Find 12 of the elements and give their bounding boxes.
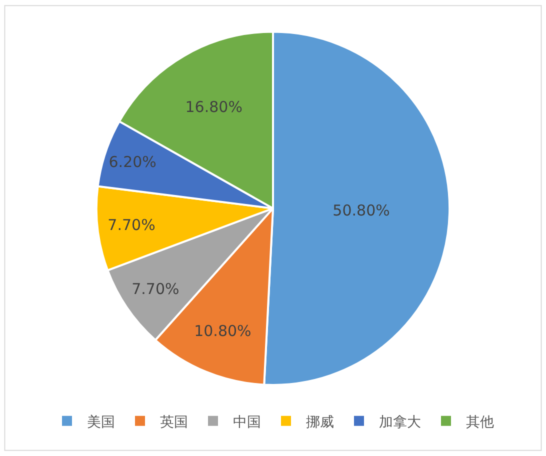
legend-label: 其他: [466, 414, 494, 430]
legend-label: 挪威: [306, 414, 334, 430]
legend-label: 美国: [87, 414, 115, 430]
data-label: 50.80%: [332, 202, 390, 220]
data-label: 7.70%: [132, 280, 180, 298]
data-label: 10.80%: [194, 322, 252, 340]
data-label: 16.80%: [185, 98, 242, 116]
legend-label: 中国: [233, 414, 261, 430]
legend-label: 加拿大: [379, 414, 421, 430]
data-label: 6.20%: [108, 152, 156, 171]
legend-label: 英国: [160, 414, 188, 430]
data-label: 7.70%: [108, 216, 156, 234]
